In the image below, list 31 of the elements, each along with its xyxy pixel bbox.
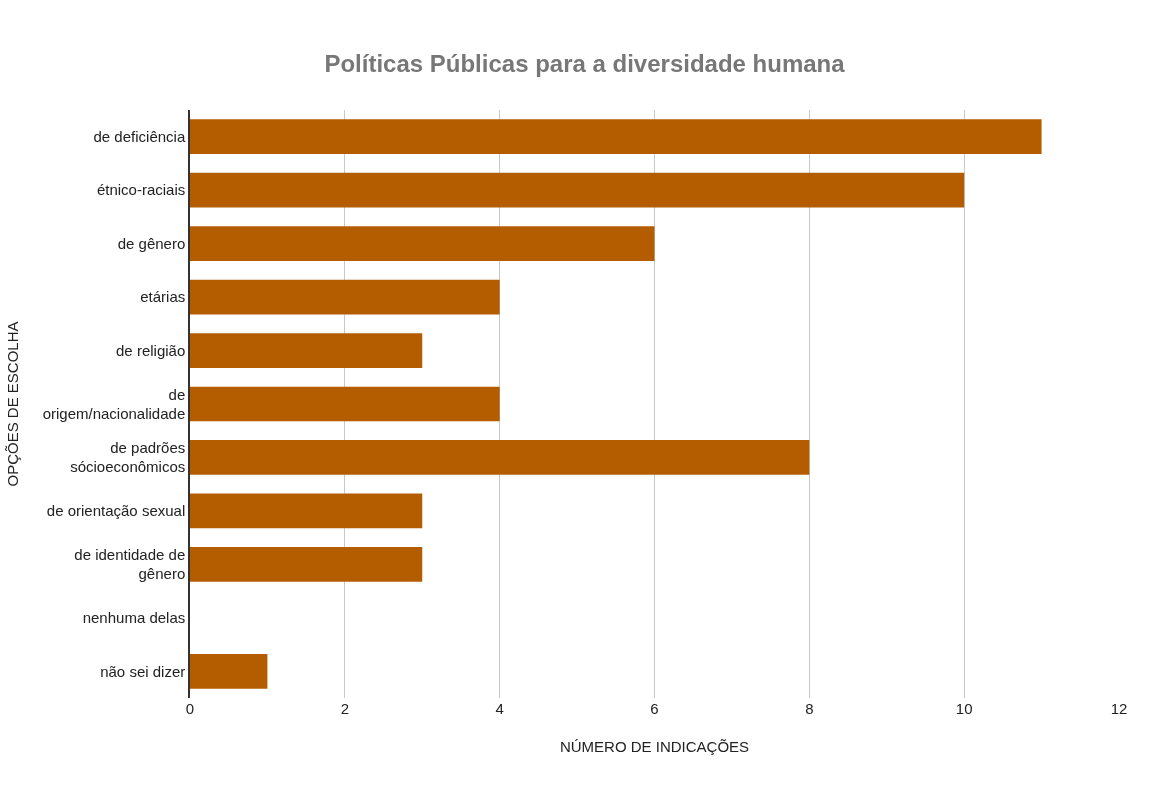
bar (190, 546, 423, 582)
y-tick-label: etárias (140, 288, 186, 306)
bar (190, 279, 500, 315)
bar (190, 333, 423, 368)
y-tick-label: de religião (116, 341, 186, 359)
bar (190, 226, 655, 262)
bar (190, 653, 268, 689)
bar (190, 440, 810, 475)
bar (190, 172, 965, 208)
y-tick-label: não sei dizer (100, 662, 186, 680)
y-tick-label: de orientação sexual (46, 502, 186, 520)
x-axis-title: NÚMERO DE INDICAÇÕES (559, 738, 750, 755)
y-tick-label: de origem/nacionalidade (42, 385, 186, 422)
y-tick-label: étnico-raciais (96, 181, 186, 199)
x-tick-label: 6 (650, 700, 659, 717)
x-tick-label: 12 (1110, 700, 1128, 717)
chart-title: Políticas Públicas para a diversidade humana (324, 49, 846, 77)
y-axis-title: OPÇÕES DE ESCOLHA (4, 321, 22, 487)
y-tick-label: de gênero (117, 234, 186, 252)
bar (190, 386, 500, 422)
y-tick-label: de padrões sócioeconômicos (70, 438, 186, 476)
bar (190, 119, 1042, 155)
y-tick-label: de deficiência (93, 127, 186, 145)
y-tick-label: de identidade de gênero (74, 545, 186, 583)
bar (190, 493, 423, 529)
x-tick-label: 0 (185, 700, 195, 717)
x-tick-label: 2 (340, 700, 349, 717)
x-tick-label: 8 (805, 700, 814, 717)
x-tick-label: 10 (955, 700, 973, 717)
y-tick-label: nenhuma delas (82, 609, 186, 627)
x-tick-label: 4 (495, 700, 504, 717)
